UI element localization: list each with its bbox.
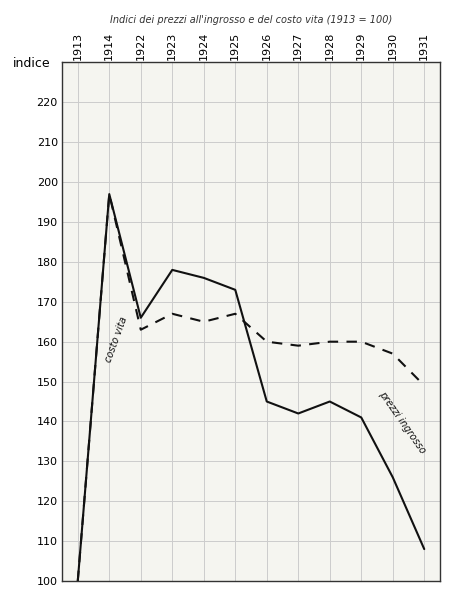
Text: prezzi ingrosso: prezzi ingrosso (377, 389, 428, 455)
Y-axis label: indice: indice (13, 57, 51, 70)
Text: costo vita: costo vita (104, 315, 129, 364)
Title: Indici dei prezzi all'ingrosso e del costo vita (1913 = 100): Indici dei prezzi all'ingrosso e del cos… (110, 15, 392, 25)
